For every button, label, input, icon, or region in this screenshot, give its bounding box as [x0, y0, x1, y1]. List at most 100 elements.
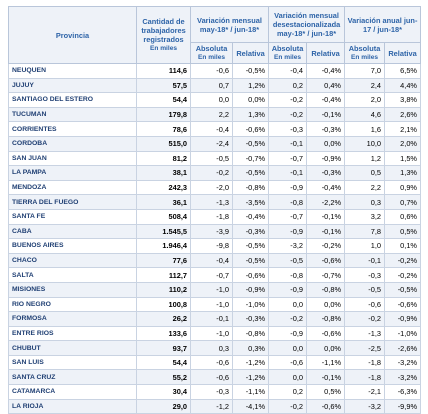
value-cell: 78,6: [136, 121, 191, 137]
value-cell: 36,1: [136, 194, 191, 210]
table-row: TUCUMAN 179,8 2,2 1,3% -0,2 -0,1% 4,6 2,6%: [8, 106, 422, 123]
header-seasonal: Variación mensual desestacionalizada may…: [268, 6, 346, 43]
value-cell: 0,0: [268, 340, 308, 356]
value-cell: -0,2: [268, 106, 308, 123]
value-cell: 26,2: [136, 311, 191, 327]
value-cell: -0,1: [190, 311, 233, 327]
header-annual: Variación anual jun-17 / jun-18*: [344, 6, 422, 43]
value-cell: 7,8: [344, 223, 386, 240]
value-cell: 0,3: [344, 194, 386, 210]
value-cell: 133,6: [136, 325, 191, 342]
value-cell: -0,3%: [306, 165, 346, 181]
province-cell: SANTA FE: [8, 208, 137, 225]
value-cell: -0,5%: [231, 252, 270, 269]
value-cell: -2,2%: [306, 194, 346, 210]
value-cell: -9,8: [190, 238, 233, 254]
value-cell: -3,2%: [384, 354, 422, 371]
table-row: CHUBUT 93,7 0,3 0,3% 0,0 0,0% -2,5 -2,6%: [8, 340, 422, 356]
province-cell: MISIONES: [8, 281, 137, 298]
value-cell: -0,8%: [231, 325, 270, 342]
header-relative: Relativa: [384, 42, 422, 64]
value-cell: -0,2%: [306, 238, 346, 254]
value-cell: 1,3%: [384, 165, 422, 181]
province-cell: LA RIOJA: [8, 398, 137, 414]
value-cell: -1,3: [344, 325, 386, 342]
value-cell: 77,6: [136, 252, 191, 269]
value-cell: -0,7: [268, 150, 308, 167]
value-cell: 0,4%: [306, 77, 346, 94]
value-cell: -0,9: [268, 281, 308, 298]
value-cell: -0,9%: [231, 281, 270, 298]
value-cell: -1,1%: [231, 384, 270, 400]
value-cell: -1,0%: [384, 325, 422, 342]
value-cell: -0,5: [344, 281, 386, 298]
header-count-unit: En miles: [149, 45, 178, 52]
value-cell: -3,9: [190, 223, 233, 240]
province-cell: CHUBUT: [8, 340, 137, 356]
value-cell: 515,0: [136, 135, 191, 152]
value-cell: -0,6: [344, 296, 386, 313]
value-cell: 55,2: [136, 369, 191, 386]
value-cell: -0,3: [190, 384, 233, 400]
value-cell: 0,1%: [384, 238, 422, 254]
province-cell: BUENOS AIRES: [8, 238, 137, 254]
value-cell: -2,5: [344, 340, 386, 356]
header-absolute-unit: En miles: [350, 54, 379, 61]
value-cell: -1,8: [190, 208, 233, 225]
province-cell: SAN JUAN: [8, 150, 137, 167]
value-cell: 29,0: [136, 398, 191, 414]
header-absolute: Absoluta En miles: [344, 42, 386, 64]
header-absolute-unit: En miles: [197, 54, 226, 61]
province-cell: RIO NEGRO: [8, 296, 137, 313]
value-cell: -1,1%: [306, 354, 346, 371]
header-count-title: Cantidad de trabajadores registrados: [141, 17, 186, 44]
value-cell: -0,5: [268, 252, 308, 269]
table-row: FORMOSA 26,2 -0,1 -0,3% -0,2 -0,8% -0,2 -0,9%: [8, 311, 422, 327]
header-absolute: Absoluta En miles: [268, 42, 308, 64]
province-cell: JUJUY: [8, 77, 137, 94]
value-cell: 179,8: [136, 106, 191, 123]
value-cell: -1,0: [190, 296, 233, 313]
province-cell: ENTRE RIOS: [8, 325, 137, 342]
province-cell: CORRIENTES: [8, 121, 137, 137]
header-monthly: Variación mensual may-18* / jun-18*: [189, 6, 270, 43]
value-cell: -0,5%: [231, 63, 270, 79]
value-cell: -0,4%: [306, 63, 346, 79]
province-cell: SALTA: [8, 267, 137, 283]
value-cell: -0,7%: [306, 267, 346, 283]
value-cell: 100,8: [136, 296, 191, 313]
value-cell: 0,5: [344, 165, 386, 181]
value-cell: -0,7%: [231, 150, 270, 167]
value-cell: -2,0: [190, 179, 233, 196]
value-cell: -1,2%: [231, 354, 270, 371]
value-cell: 93,7: [136, 340, 191, 356]
value-cell: 112,7: [136, 267, 191, 283]
table-row: SALTA 112,7 -0,7 -0,6% -0,8 -0,7% -0,3 -0,2%: [8, 267, 422, 283]
table-row: SANTIAGO DEL ESTERO 54,4 0,0 0,0% -0,2 -0,4% 2…: [8, 92, 422, 108]
value-cell: -0,9: [268, 223, 308, 240]
employment-table: Provincia Cantidad de trabajadores regis…: [8, 6, 422, 414]
value-cell: 2,6%: [384, 106, 422, 123]
value-cell: -0,4: [190, 121, 233, 137]
value-cell: -2,6%: [384, 340, 422, 356]
value-cell: -0,6%: [306, 325, 346, 342]
value-cell: -0,4: [268, 63, 308, 79]
value-cell: -0,7: [268, 208, 308, 225]
table-row: CORDOBA 515,0 -2,4 -0,5% -0,1 0,0% 10,0 2,0%: [8, 135, 422, 152]
value-cell: -0,6: [190, 369, 233, 386]
value-cell: 54,4: [136, 92, 191, 108]
value-cell: 1,2%: [231, 77, 270, 94]
table-row: CABA 1.545,5 -3,9 -0,3% -0,9 -0,1% 7,8 0,5%: [8, 223, 422, 240]
value-cell: 0,0%: [306, 135, 346, 152]
province-cell: CORDOBA: [8, 135, 137, 152]
value-cell: 0,3%: [231, 340, 270, 356]
value-cell: 0,5%: [384, 223, 422, 240]
value-cell: -3,5%: [231, 194, 270, 210]
value-cell: 81,2: [136, 150, 191, 167]
value-cell: -0,6%: [384, 296, 422, 313]
value-cell: 2,2: [344, 179, 386, 196]
value-cell: 242,3: [136, 179, 191, 196]
province-cell: TIERRA DEL FUEGO: [8, 194, 137, 210]
value-cell: 2,0%: [384, 135, 422, 152]
